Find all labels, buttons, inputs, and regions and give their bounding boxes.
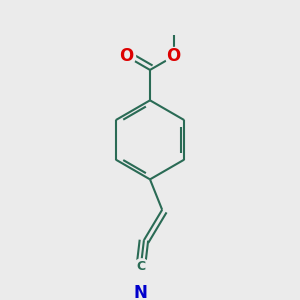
Text: O: O xyxy=(119,47,134,65)
Text: C: C xyxy=(136,260,146,272)
Text: N: N xyxy=(134,284,148,300)
Text: O: O xyxy=(167,47,181,65)
